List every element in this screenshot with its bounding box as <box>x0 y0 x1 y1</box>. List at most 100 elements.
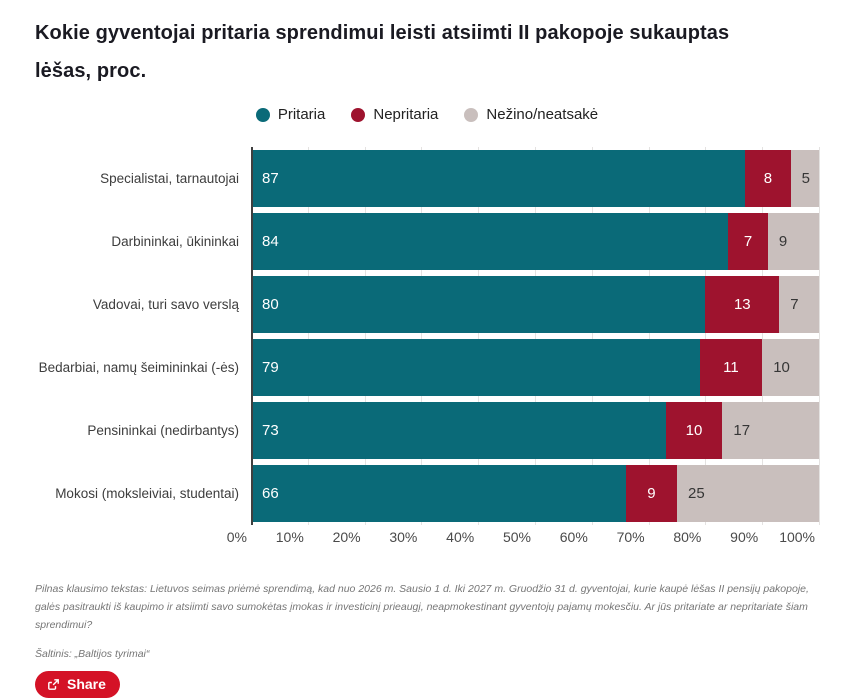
legend-item-label: Pritaria <box>277 106 326 123</box>
segment-value-label: 7 <box>790 296 799 313</box>
share-button[interactable]: Share <box>35 670 120 698</box>
gridline <box>819 147 820 525</box>
bar-track: 84 7 9 <box>251 213 819 270</box>
share-button-label: Share <box>67 676 106 693</box>
bar-track: 79 11 10 <box>251 339 819 396</box>
chart-rows: Specialistai, tarnautojai 87 8 5 Darbininkai… <box>35 147 819 525</box>
segment-value-label: 9 <box>647 485 656 502</box>
gridline <box>478 147 480 525</box>
segment-value-label: 5 <box>801 170 810 187</box>
x-axis-tick-label: 40% <box>446 529 475 545</box>
bar-segment-nepritaria: 9 <box>625 465 677 522</box>
stacked-bar-chart: Specialistai, tarnautojai 87 8 5 Darbininkai… <box>35 147 820 547</box>
segment-value-label: 11 <box>723 359 739 376</box>
segment-value-label: 87 <box>262 170 279 187</box>
category-label: Darbininkai, ūkininkai <box>111 234 239 249</box>
x-axis-tick-label: 80% <box>673 529 702 545</box>
chart-row: Mokosi (moksleiviai, studentai) 66 9 25 <box>35 462 819 525</box>
gridline <box>591 147 593 525</box>
x-axis-tick-label: 100% <box>779 529 815 545</box>
bar-track: 87 8 5 <box>251 150 819 207</box>
x-axis-tick-label: 30% <box>389 529 418 545</box>
x-axis-tick-label: 20% <box>332 529 361 545</box>
segment-value-label: 7 <box>743 233 753 250</box>
axis-tick-labels: 0% 10% 20% 30% 40% 50% 60% 70% 80% 90% 100% <box>227 525 819 547</box>
segment-value-label: 73 <box>262 422 279 439</box>
legend-color-dot <box>464 107 479 122</box>
legend-item-2: Nepritaria <box>351 106 438 123</box>
gridline <box>364 147 366 525</box>
bar-segment-pritaria: 80 <box>251 276 706 333</box>
gridline <box>307 147 309 525</box>
y-axis-line <box>251 147 253 525</box>
x-axis-tick-label: 50% <box>502 529 531 545</box>
x-axis-tick-label: 10% <box>275 529 304 545</box>
legend-color-dot <box>255 107 270 122</box>
gridline <box>762 147 764 525</box>
segment-value-label: 10 <box>685 422 703 439</box>
stacked-bar: 87 8 5 <box>251 150 819 207</box>
legend-item-3: Nežino/neatsakė <box>464 106 598 123</box>
bar-segment-nezino: 9 <box>767 213 819 270</box>
bar-segment-nezino: 7 <box>779 276 819 333</box>
x-axis-tick-label: 90% <box>730 529 759 545</box>
x-axis-tick-label: 60% <box>559 529 588 545</box>
footnote-text: Pilnas klausimo tekstas: Lietuvos seimas… <box>35 583 809 631</box>
segment-value-label: 8 <box>763 170 773 187</box>
bar-segment-nepritaria: 13 <box>705 276 780 333</box>
x-axis-tick-label: 70% <box>616 529 645 545</box>
category-label: Specialistai, tarnautojai <box>100 171 239 186</box>
segment-value-label: 17 <box>733 422 751 439</box>
bar-segment-nezino: 17 <box>722 402 819 459</box>
chart-row: Pensininkai (nedirbantys) 73 10 17 <box>35 399 819 462</box>
bar-segment-nezino: 10 <box>762 339 819 396</box>
source-text: Šaltinis: „Baltijos tyrimai“ <box>35 647 150 660</box>
stacked-bar: 80 13 7 <box>251 276 819 333</box>
gridline <box>421 147 423 525</box>
segment-value-label: 66 <box>262 485 279 502</box>
bar-segment-nezino: 25 <box>676 465 819 522</box>
x-axis: 0% 10% 20% 30% 40% 50% 60% 70% 80% 90% 100% <box>35 525 819 547</box>
segment-value-label: 79 <box>262 359 279 376</box>
bar-segment-pritaria: 84 <box>251 213 729 270</box>
stacked-bar: 66 9 25 <box>251 465 819 522</box>
legend-item-label: Nežino/neatsakė <box>486 106 599 123</box>
gridlines <box>251 147 820 525</box>
bar-segment-nepritaria: 10 <box>665 402 723 459</box>
gridline <box>535 147 536 525</box>
gridline <box>648 147 650 525</box>
chart-row: Darbininkai, ūkininkai 84 7 9 <box>35 210 819 273</box>
bar-segment-pritaria: 73 <box>251 402 666 459</box>
segment-value-label: 25 <box>687 485 705 502</box>
bar-segment-pritaria: 79 <box>251 339 700 396</box>
chart-row: Vadovai, turi savo verslą 80 13 7 <box>35 273 819 336</box>
axis-spacer <box>35 525 251 547</box>
chart-row: Specialistai, tarnautojai 87 8 5 <box>35 147 819 210</box>
bar-track: 80 13 7 <box>251 276 819 333</box>
chart-title: Kokie gyventojai pritaria sprendimui lei… <box>35 22 730 82</box>
legend-color-dot <box>351 107 366 122</box>
bar-segment-nepritaria: 8 <box>745 150 791 207</box>
bar-segment-nepritaria: 7 <box>728 213 768 270</box>
segment-value-label: 80 <box>262 296 279 313</box>
chart-row: Bedarbiai, namų šeimininkai (-ės) 79 11 10 <box>35 336 819 399</box>
bar-segment-nezino: 5 <box>790 150 819 207</box>
x-axis-tick-label: 0% <box>226 529 247 545</box>
legend-item-1: Pritaria <box>255 106 326 123</box>
stacked-bar: 73 10 17 <box>251 402 819 459</box>
bar-segment-nepritaria: 11 <box>699 339 763 396</box>
category-label: Mokosi (moksleiviai, studentai) <box>55 486 239 501</box>
category-label: Bedarbiai, namų šeimininkai (-ės) <box>38 360 239 375</box>
bar-track: 73 10 17 <box>251 402 819 459</box>
stacked-bar: 79 11 10 <box>251 339 819 396</box>
share-export-icon <box>47 678 60 691</box>
bar-track: 66 9 25 <box>251 465 819 522</box>
bar-segment-pritaria: 87 <box>251 150 746 207</box>
stacked-bar: 84 7 9 <box>251 213 819 270</box>
category-label: Pensininkai (nedirbantys) <box>87 423 239 438</box>
category-label: Vadovai, turi savo verslą <box>92 297 239 312</box>
bar-segment-pritaria: 66 <box>251 465 626 522</box>
segment-value-label: 10 <box>773 359 790 376</box>
gridline <box>705 147 707 525</box>
